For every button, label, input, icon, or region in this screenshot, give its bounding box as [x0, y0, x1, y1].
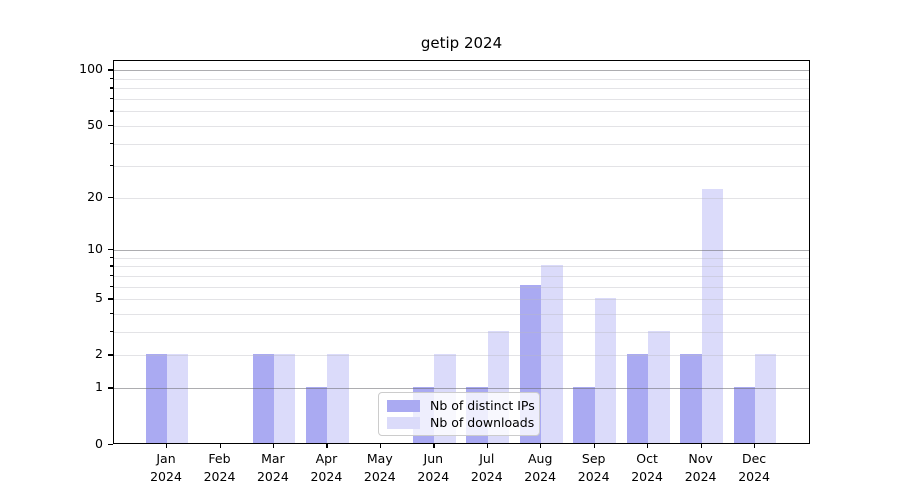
gridline-minor-9 [114, 257, 809, 259]
gridline-minor-70 [114, 99, 809, 100]
x-tick-mark-may [379, 443, 382, 448]
y-tick-mark-minor-60 [110, 110, 113, 112]
x-tick-mark-mar [272, 443, 275, 448]
bar-dec-distinct-ips [733, 386, 756, 443]
x-tick-label-oct: Oct 2024 [631, 451, 663, 484]
gridline-minor-60 [114, 111, 809, 113]
y-tick-label-100: 100 [79, 61, 103, 77]
x-tick-mark-apr [326, 443, 328, 448]
x-tick-mark-aug [540, 443, 542, 448]
x-tick-label-jul: Jul 2024 [470, 451, 503, 484]
y-tick-mark-minor-6 [110, 285, 113, 288]
x-tick-mark-nov [700, 443, 702, 448]
y-tick-label-5: 5 [95, 290, 103, 306]
gridline-minor-6 [114, 286, 809, 288]
gridline-minor-30 [114, 166, 809, 168]
y-tick-mark-minor-30 [110, 165, 113, 167]
x-tick-label-jun: Jun 2024 [417, 451, 450, 484]
bar-jan-downloads [167, 353, 189, 443]
gridline-major-1 [114, 388, 809, 390]
y-tick-label-50: 50 [87, 116, 103, 132]
legend-row-downloads: Nb of downloads [387, 415, 535, 430]
x-tick-mark-jun [433, 443, 435, 448]
gridline-minor-7 [114, 275, 809, 277]
bar-nov-distinct-ips [680, 353, 702, 443]
y-tick-mark-20 [108, 196, 113, 198]
gridline-minor-5 [114, 299, 809, 301]
y-tick-mark-minor-80 [110, 87, 113, 89]
bar-oct-distinct-ips [626, 353, 649, 443]
gridline-minor-80 [114, 88, 809, 90]
y-tick-mark-minor-40 [110, 142, 113, 144]
gridline-minor-8 [114, 266, 809, 268]
y-tick-mark-10 [108, 249, 113, 251]
bar-mar-distinct-ips [252, 353, 274, 443]
gridline-minor-3 [114, 332, 809, 334]
bar-apr-distinct-ips [305, 386, 328, 443]
y-tick-mark-minor-8 [110, 265, 113, 267]
bar-dec-downloads [755, 353, 777, 443]
legend-label-downloads: Nb of downloads [430, 415, 535, 430]
x-tick-label-jan: Jan 2024 [150, 451, 182, 484]
bar-mar-downloads [273, 353, 296, 443]
x-tick-mark-sep [593, 443, 595, 448]
x-tick-label-may: May 2024 [363, 451, 396, 484]
chart-title: getip 2024 [420, 34, 503, 52]
y-tick-mark-50 [108, 124, 113, 127]
bar-jan-distinct-ips [145, 353, 167, 443]
x-tick-label-dec: Dec 2024 [738, 451, 770, 484]
bar-nov-downloads [701, 188, 723, 443]
bar-sep-distinct-ips [573, 386, 595, 443]
y-tick-mark-minor-9 [110, 256, 113, 259]
gridline-major-100 [114, 70, 809, 72]
y-tick-label-20: 20 [87, 188, 103, 204]
bar-sep-downloads [594, 297, 617, 443]
x-tick-label-mar: Mar 2024 [256, 451, 289, 484]
gridline-major-10 [114, 250, 809, 252]
y-tick-label-10: 10 [87, 241, 103, 257]
y-tick-mark-minor-3 [110, 331, 113, 333]
y-tick-label-1: 1 [95, 379, 103, 395]
bar-apr-downloads [327, 353, 349, 443]
y-tick-mark-2 [108, 354, 113, 356]
gridline-minor-20 [114, 197, 809, 199]
y-tick-label-0: 0 [95, 435, 103, 451]
y-tick-mark-minor-4 [110, 313, 113, 315]
x-tick-label-sep: Sep 2024 [577, 451, 610, 484]
y-tick-mark-minor-90 [110, 77, 113, 80]
gridline-minor-90 [114, 78, 809, 80]
x-tick-label-aug: Aug 2024 [524, 451, 557, 484]
gridline-minor-4 [114, 314, 809, 315]
x-tick-label-feb: Feb 2024 [203, 451, 236, 484]
plot-area [113, 60, 810, 444]
legend-label-distinct-ips: Nb of distinct IPs [430, 398, 535, 413]
legend-row-distinct-ips: Nb of distinct IPs [387, 398, 535, 413]
legend-swatch-distinct-ips [387, 399, 420, 412]
x-tick-mark-jan [166, 443, 168, 448]
gridline-minor-2 [114, 355, 809, 357]
x-tick-mark-jul [486, 443, 489, 448]
x-tick-mark-dec [754, 443, 756, 448]
bar-aug-downloads [541, 264, 563, 443]
y-tick-mark-minor-7 [110, 274, 113, 277]
y-tick-mark-5 [108, 298, 113, 300]
y-tick-mark-0 [108, 443, 113, 445]
gridline-minor-40 [114, 143, 809, 145]
y-tick-mark-100 [108, 69, 113, 71]
gridline-minor-50 [114, 125, 809, 127]
legend: Nb of distinct IPs Nb of downloads [378, 392, 540, 436]
y-tick-label-2: 2 [95, 346, 103, 362]
x-tick-label-nov: Nov 2024 [684, 451, 717, 484]
x-tick-mark-oct [647, 443, 649, 448]
y-tick-mark-1 [108, 387, 113, 389]
y-tick-mark-minor-70 [110, 98, 113, 100]
bar-oct-downloads [648, 330, 670, 443]
legend-swatch-downloads [387, 416, 420, 429]
x-tick-label-apr: Apr 2024 [310, 451, 343, 484]
x-tick-mark-feb [219, 443, 221, 448]
